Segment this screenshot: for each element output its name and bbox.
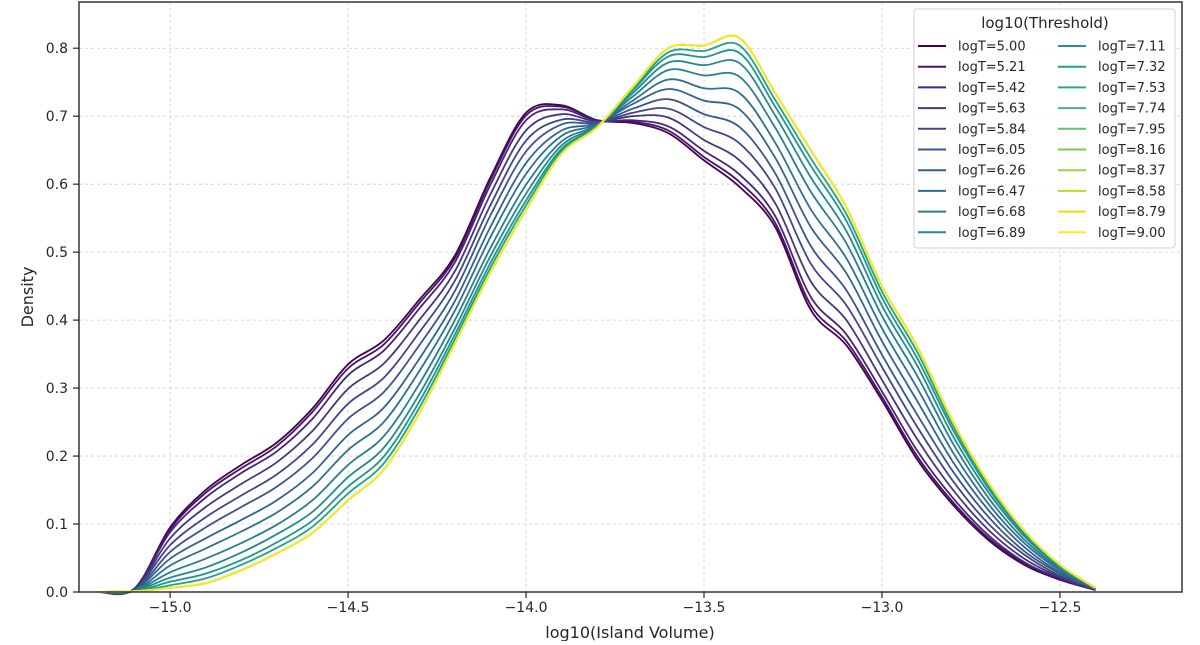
legend-label: logT=6.68 [958,205,1026,220]
x-tick-label: −13.0 [861,600,904,616]
axes-frame [78,1,1183,593]
legend: log10(Threshold) logT=5.00 logT=5.21 logT=… [913,8,1176,249]
legend-entry: logT=5.00 [918,40,1026,55]
legend-label: logT=5.21 [958,60,1026,75]
legend-entry: logT=5.21 [918,60,1026,75]
legend-entry: logT=6.26 [918,164,1026,179]
y-tick-label: 0.6 [46,177,68,193]
y-tick-label: 0.3 [46,381,68,397]
y-tick-label: 0.5 [46,245,68,261]
x-tick-label: −12.5 [1038,600,1081,616]
y-tick-label: 0.4 [46,313,68,329]
legend-label: logT=6.05 [958,143,1026,158]
legend-label: logT=5.63 [958,102,1026,117]
legend-label: logT=5.84 [958,122,1026,137]
x-axis-ticks: −15.0 −14.5 −14.0 −13.5 −13.0 −12.5 [149,592,1081,616]
x-tick-label: −15.0 [149,600,192,616]
legend-entry: logT=7.74 [1058,102,1166,117]
legend-entry: logT=5.63 [918,102,1026,117]
legend-title: log10(Threshold) [981,14,1109,32]
legend-entry: logT=9.00 [1058,226,1166,241]
y-axis-ticks: 0.0 0.1 0.2 0.3 0.4 0.5 0.6 0.7 0.8 [46,41,79,601]
legend-label: logT=6.89 [958,226,1026,241]
legend-label: logT=5.42 [958,81,1026,96]
legend-label: logT=8.37 [1098,164,1166,179]
x-axis-label: log10(Island Volume) [545,623,714,641]
x-tick-label: −14.5 [327,600,370,616]
legend-entry: logT=8.16 [1058,143,1166,158]
legend-entry: logT=6.47 [918,184,1026,199]
legend-entry: logT=7.11 [1058,40,1166,55]
legend-label: logT=7.95 [1098,122,1166,137]
legend-entry: logT=6.05 [918,143,1026,158]
legend-entry: logT=7.95 [1058,122,1166,137]
legend-label: logT=6.47 [958,184,1026,199]
y-tick-label: 0.0 [46,585,68,601]
legend-entry: logT=7.32 [1058,60,1166,75]
series-lines [98,34,1096,596]
legend-label: logT=7.74 [1098,102,1166,117]
legend-entry: logT=8.37 [1058,164,1166,179]
legend-label: logT=5.00 [958,40,1026,55]
y-tick-label: 0.8 [46,41,68,57]
x-tick-label: −13.5 [683,600,726,616]
legend-entry: logT=5.42 [918,81,1026,96]
legend-box [913,8,1176,249]
y-tick-label: 0.7 [46,109,68,125]
legend-label: logT=7.53 [1098,81,1166,96]
legend-label: logT=7.32 [1098,60,1166,75]
legend-label: logT=8.16 [1098,143,1166,158]
y-tick-label: 0.1 [46,517,68,533]
legend-entry: logT=7.53 [1058,81,1166,96]
legend-label: logT=8.79 [1098,205,1166,220]
series-line-logT=9.00 [98,34,1096,593]
y-axis-label: Density [18,267,37,328]
legend-entry: logT=6.68 [918,205,1026,220]
legend-entry: logT=8.58 [1058,184,1166,199]
legend-entry: logT=6.89 [918,226,1026,241]
y-tick-label: 0.2 [46,449,68,465]
legend-label: logT=7.11 [1098,40,1166,55]
legend-entry: logT=5.84 [918,122,1026,137]
legend-label: logT=9.00 [1098,226,1166,241]
x-tick-label: −14.0 [505,600,548,616]
legend-entry: logT=8.79 [1058,205,1166,220]
legend-label: logT=6.26 [958,164,1026,179]
legend-label: logT=8.58 [1098,184,1166,199]
